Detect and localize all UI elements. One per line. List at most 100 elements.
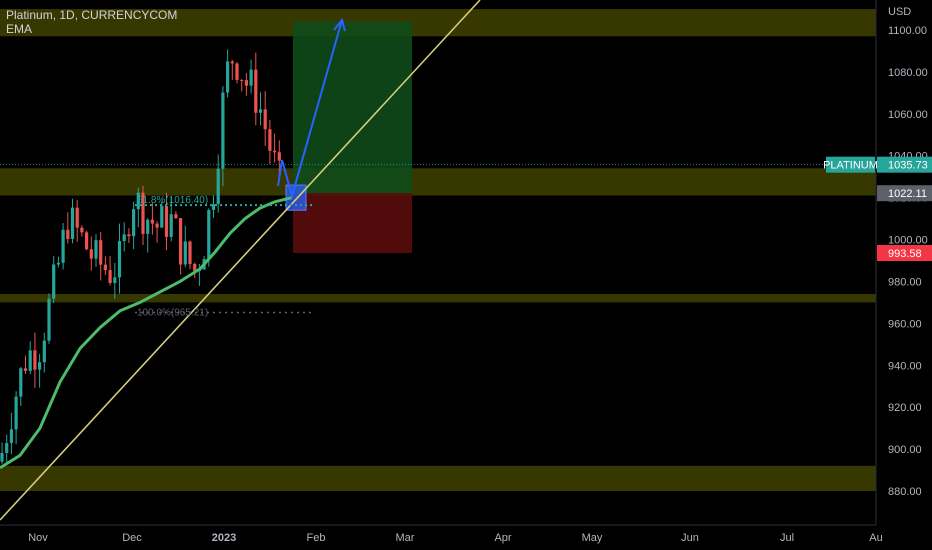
candle-body (113, 277, 117, 284)
fib-label-61-8: 61.8%(1016.40) (137, 195, 208, 206)
projection-path[interactable] (277, 19, 343, 200)
candle-body (42, 340, 46, 363)
candle-body (141, 192, 145, 234)
candle-body (122, 234, 126, 242)
candle-body (193, 263, 197, 272)
price-tick-label: 960.00 (888, 318, 922, 330)
sr-zone (0, 168, 876, 196)
candle-body (132, 209, 136, 237)
candle-body (277, 152, 281, 161)
candle-body (19, 368, 23, 397)
symbol-tag: PLATINUM (823, 160, 878, 172)
candle-body (230, 61, 234, 64)
candle-body (273, 150, 277, 153)
candle-body (164, 206, 169, 237)
entry-price-tag: 1022.11 (888, 188, 927, 200)
candle-body (70, 207, 75, 239)
price-tick-label: 920.00 (888, 402, 922, 414)
candle-body (85, 232, 89, 250)
candle-body (103, 264, 107, 271)
candle-body (99, 240, 103, 265)
price-tick-label: 900.00 (888, 444, 922, 456)
price-tick-label: 980.00 (888, 276, 922, 288)
sr-zone (0, 294, 876, 303)
candle-body (254, 69, 258, 113)
candle-body (160, 206, 164, 228)
sr-zone (0, 9, 876, 37)
time-tick-label: Nov (28, 532, 48, 544)
last-price-tag: 1035.73 (888, 160, 928, 172)
fib-retracement[interactable]: 61.8%(1016.40) 100.0%(965.21) (135, 195, 312, 318)
time-tick-label: Au (869, 532, 882, 544)
candle-body (240, 79, 244, 81)
time-tick-label: Mar (396, 532, 415, 544)
fib-label-100: 100.0%(965.21) (137, 307, 208, 318)
ema-line (0, 196, 293, 470)
price-axis-currency: USD (888, 6, 911, 18)
arrow-head[interactable] (333, 17, 346, 32)
candle-body (66, 229, 70, 239)
candlestick-series (0, 49, 281, 464)
symbol-title[interactable]: Platinum, 1D, CURRENCYCOM (6, 8, 178, 22)
candle-body (52, 264, 56, 299)
price-tick-label: 1080.00 (888, 67, 928, 79)
target-zone[interactable] (293, 21, 412, 194)
candle-body (226, 61, 230, 93)
stop-zone[interactable] (293, 193, 412, 253)
entry-price-tag-bg (877, 185, 932, 202)
time-tick-label: Feb (307, 532, 326, 544)
candle-body (117, 241, 122, 278)
candle-body (0, 453, 4, 462)
last-price-tag-bg (877, 156, 932, 173)
time-tick-label: Apr (494, 532, 511, 544)
price-tick-label: 1000.00 (888, 235, 928, 247)
candle-body (94, 240, 98, 259)
candle-body (263, 109, 267, 130)
time-tick-label: Jun (681, 532, 699, 544)
candle-body (174, 214, 178, 219)
candle-body (127, 234, 131, 237)
price-tags: 1022.11 993.58 1035.73 PLATINUM (823, 156, 932, 261)
time-tick-label: Jul (780, 532, 794, 544)
price-tick-label: 940.00 (888, 360, 922, 372)
candle-body (258, 109, 263, 113)
candle-body (188, 241, 192, 264)
candle-body (207, 209, 211, 260)
symbol-tag-bg (826, 156, 875, 173)
candle-body (136, 192, 140, 210)
candle-body (61, 229, 65, 263)
candle-body (9, 429, 13, 444)
candle-body (146, 219, 150, 234)
indicator-label[interactable]: EMA (6, 22, 33, 36)
sr-zone (0, 465, 876, 491)
price-tick-label: 880.00 (888, 486, 922, 498)
candle-body (56, 262, 60, 265)
candle-body (211, 204, 216, 210)
candle-body (28, 350, 32, 371)
candle-body (75, 207, 79, 228)
candle-body (47, 298, 51, 341)
projection-arrow[interactable] (277, 17, 346, 200)
candle-body (23, 368, 28, 371)
time-axis[interactable]: Nov Dec 2023 Feb Mar Apr May Jun Jul Au (0, 524, 883, 544)
time-tick-label: Dec (122, 532, 142, 544)
stop-price-tag: 993.58 (888, 248, 922, 260)
candle-body (5, 443, 9, 454)
candle-body (14, 396, 18, 430)
candle-body (33, 350, 37, 370)
candle-body (38, 362, 42, 370)
candle-body (249, 69, 253, 86)
support-resistance-zones (0, 9, 876, 491)
price-tick-label: 1060.00 (888, 109, 928, 121)
trendline[interactable] (0, 0, 481, 521)
candle-body (150, 219, 154, 224)
candle-body (80, 227, 84, 233)
chart-legend: Platinum, 1D, CURRENCYCOM EMA (6, 8, 177, 36)
candle-body (221, 92, 225, 169)
candle-body (268, 129, 272, 151)
long-position-tool[interactable] (285, 21, 412, 253)
candle-body (244, 80, 248, 86)
candle-body (216, 168, 220, 205)
